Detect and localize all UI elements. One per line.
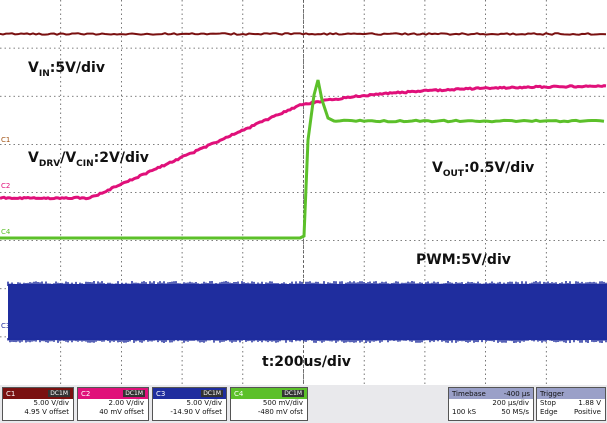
c4-marker: C4: [1, 228, 10, 236]
c2-box[interactable]: C2 DC1M 2.00 V/div 40 mV offset: [77, 387, 149, 421]
status-bar: C1 DC1M 5.00 V/div 4.95 V offset C2 DC1M 2…: [0, 385, 607, 423]
c1-box[interactable]: C1 DC1M 5.00 V/div 4.95 V offset: [2, 387, 74, 421]
pwm-trace: [8, 284, 607, 340]
c4-box[interactable]: C4 DC1M 500 mV/div -480 mV ofst: [230, 387, 308, 421]
vout-label: VOUT:0.5V/div: [432, 160, 534, 179]
c3-marker: C3: [1, 322, 10, 330]
vin-trace: [0, 33, 606, 35]
pwm-label: PWM:5V/div: [416, 252, 511, 268]
timebase-box[interactable]: Timebase -400 µs 200 µs/div 100 kS 50 MS/s: [448, 387, 534, 421]
vdrv-label: VDRV/VCIN:2V/div: [28, 150, 149, 169]
trigger-box[interactable]: Trigger Stop 1.88 V Edge Positive: [536, 387, 606, 421]
c3-box[interactable]: C3 DC1M 5.00 V/div -14.90 V offset: [152, 387, 227, 421]
c1-marker: C1: [1, 136, 10, 144]
scope-screen: [0, 0, 607, 385]
time-label: t:200us/div: [262, 354, 351, 370]
vin-label: VIN:5V/div: [28, 60, 105, 79]
c2-marker: C2: [1, 182, 10, 190]
